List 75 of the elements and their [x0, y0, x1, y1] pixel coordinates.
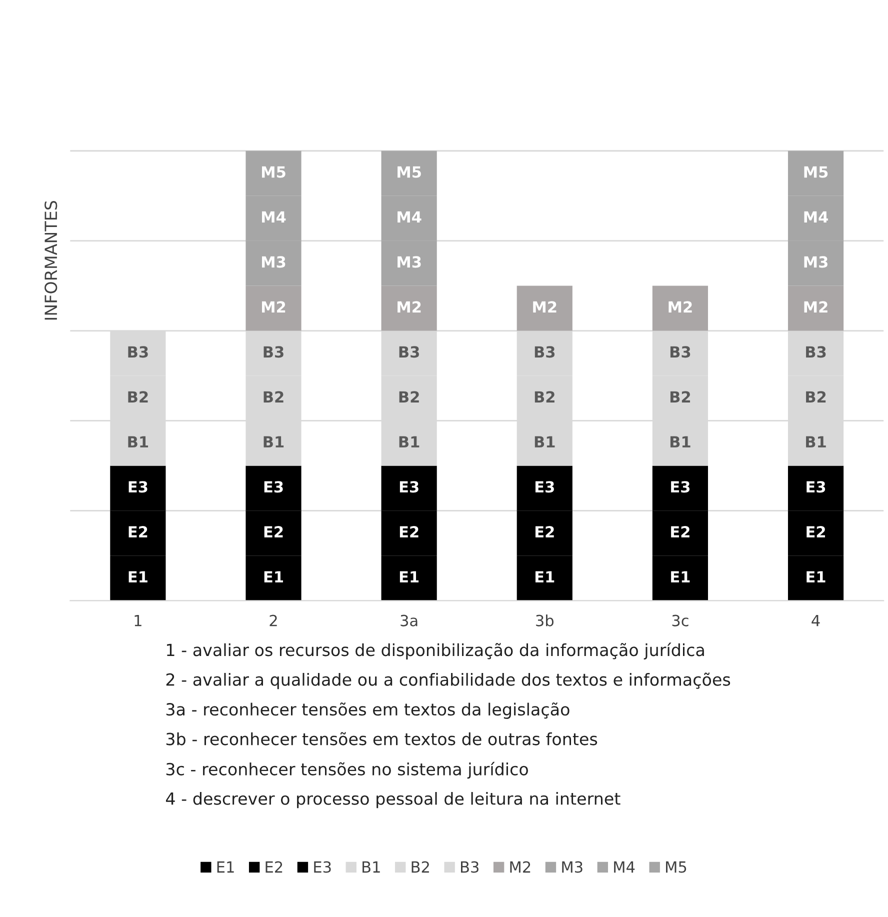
text: B1 [399, 436, 420, 448]
text: E1 [128, 571, 148, 582]
text: E3 [400, 481, 418, 493]
text: B2 [534, 391, 554, 402]
text: B3 [128, 346, 148, 358]
text: E1 [806, 571, 826, 582]
text: M2 [804, 301, 828, 312]
text: M4 [262, 211, 286, 223]
x-tick-label: 1 [134, 614, 142, 626]
text: M3 [804, 256, 828, 268]
text: E1 [400, 571, 419, 582]
text: M5 [262, 166, 286, 178]
text: M4 [398, 211, 422, 223]
text: M2 [533, 301, 556, 312]
text: M5 [804, 166, 828, 178]
text: B2 [806, 391, 826, 402]
text: B1 [670, 436, 690, 448]
text: M2 [262, 301, 286, 312]
text: B3 [399, 346, 419, 358]
legend-label: B1 [362, 861, 380, 873]
legend-label: M4 [614, 861, 635, 873]
text: B3 [806, 346, 826, 358]
bar [516, 286, 572, 331]
text: B1 [806, 436, 826, 448]
text: E1 [264, 571, 283, 582]
legend-label: E1 [217, 861, 234, 873]
text: B2 [670, 391, 690, 402]
text: B1 [534, 436, 555, 448]
text: E2 [536, 526, 554, 538]
text: B2 [128, 391, 148, 402]
text: B2 [399, 391, 419, 402]
text: E3 [806, 481, 826, 493]
text: B2 [264, 391, 284, 402]
text: M5 [398, 166, 421, 178]
x-tick-label: 3a [400, 614, 418, 626]
text: E2 [400, 526, 418, 538]
legend-label: E3 [314, 861, 331, 873]
text: 1 - avaliar os recursos de disponibilização da informação jurídica [167, 642, 704, 660]
text: E1 [536, 571, 554, 582]
text: B1 [128, 436, 148, 448]
text: E3 [671, 481, 690, 493]
text: E2 [264, 526, 283, 538]
legend-label: B3 [461, 861, 478, 873]
text: E2 [671, 526, 690, 538]
y-axis-title: INFORMANTES [44, 200, 58, 320]
legend-label: B2 [412, 861, 429, 873]
legend-label: M5 [666, 861, 686, 873]
text: M4 [804, 211, 828, 223]
x-tick-label: 4 [812, 614, 820, 626]
x-tick-label: 3c [672, 614, 688, 626]
legend-label: M2 [510, 861, 530, 873]
text: 3b - reconhecer tensões em textos de outras fontes [166, 732, 598, 746]
text: M3 [398, 256, 421, 268]
text: B3 [534, 346, 555, 358]
text: 3c - reconhecer tensões no sistema jurídico [166, 762, 528, 779]
text: E3 [536, 481, 554, 493]
text: 4 - descrever o processo pessoal de leitura na internet [166, 792, 620, 808]
text: M2 [398, 301, 421, 312]
x-tick-label: 3b [536, 614, 554, 626]
text: E2 [806, 526, 825, 538]
text: M2 [668, 301, 692, 312]
text: B3 [264, 346, 284, 358]
legend-label: E2 [266, 861, 282, 873]
text: B3 [670, 346, 690, 358]
legend-label: M3 [562, 861, 582, 873]
text: M3 [262, 256, 286, 268]
text: E2 [128, 526, 148, 538]
text: 3a - reconhecer tensões em textos da legislação [166, 702, 570, 719]
text: E1 [671, 571, 690, 582]
bar [652, 286, 708, 331]
x-tick-label: 2 [270, 614, 277, 626]
text: B1 [264, 436, 284, 448]
text: E3 [264, 481, 283, 493]
text: 2 - avaliar a qualidade ou a confiabilidade dos textos e informações [166, 672, 730, 690]
text: E3 [128, 481, 148, 493]
